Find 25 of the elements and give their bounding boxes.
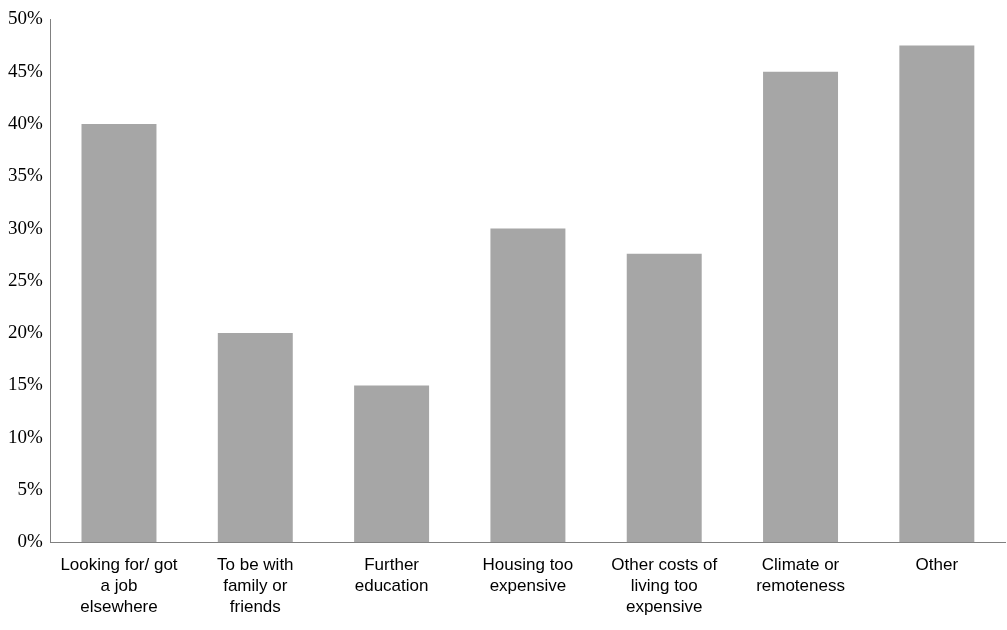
y-tick-label: 15% — [8, 373, 43, 395]
bar — [763, 71, 839, 543]
x-tick-label: To be with family or friends — [217, 554, 294, 617]
y-tick-label: 0% — [17, 530, 43, 552]
y-tick-label: 10% — [8, 425, 43, 447]
bar — [899, 45, 975, 543]
y-tick-label: 45% — [8, 59, 43, 81]
y-tick-label: 30% — [8, 216, 43, 238]
bar — [217, 333, 293, 543]
x-tick-label: Housing too expensive — [482, 554, 574, 595]
bar — [81, 123, 157, 543]
y-tick-label: 25% — [8, 268, 43, 290]
x-tick-label: Other costs of living too expensive — [611, 554, 718, 617]
y-tick-label: 5% — [17, 477, 43, 499]
y-tick-label: 35% — [8, 164, 43, 186]
y-tick-label: 40% — [8, 111, 43, 133]
y-tick-label: 50% — [8, 7, 43, 29]
x-tick-label: Further education — [354, 554, 429, 595]
x-tick-label: Other — [915, 554, 959, 574]
bar — [626, 253, 702, 543]
bar — [354, 385, 430, 543]
y-tick-label: 20% — [8, 321, 43, 343]
bar — [490, 228, 566, 543]
x-tick-label: Climate or remoteness — [756, 554, 845, 595]
x-tick-label: Looking for/ got a job elsewhere — [60, 554, 178, 617]
